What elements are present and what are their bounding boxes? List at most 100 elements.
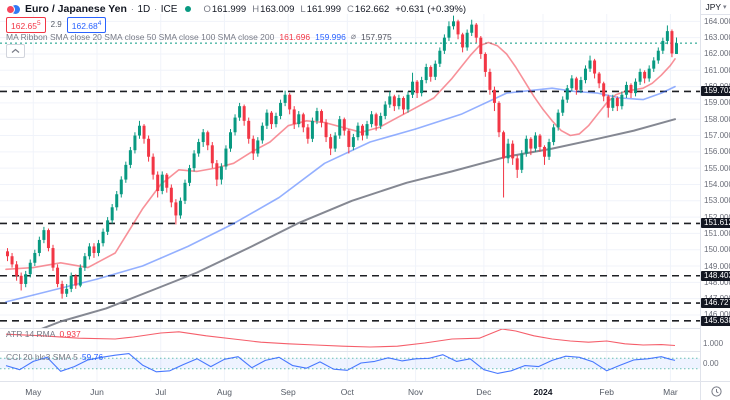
timeframe-label[interactable]: 1D (137, 3, 151, 15)
atr-value: 0.937 (59, 329, 81, 339)
candle-body (51, 248, 55, 268)
candle-body (247, 120, 251, 139)
chevron-up-icon (11, 48, 20, 53)
pane-separator-atr[interactable] (0, 328, 730, 329)
time-tick-label: Feb (599, 387, 615, 397)
ma-ribbon-legend[interactable]: MA Ribbon SMA close 20 SMA close 50 SMA … (6, 31, 392, 42)
time-axis-settings[interactable] (700, 381, 730, 400)
candle-body (183, 182, 187, 201)
price-level-label: 159.702 (701, 86, 730, 97)
candle-body (101, 231, 105, 244)
candle-body (597, 73, 601, 84)
candle-body (292, 109, 296, 125)
sma200-line (41, 118, 676, 328)
candle-body (288, 94, 292, 110)
candle-body (37, 239, 41, 253)
separator-dot: ∙ (154, 4, 157, 14)
price-tick-label: 153.000 (704, 196, 730, 206)
candle-body (565, 88, 569, 100)
main-chart[interactable] (0, 0, 700, 400)
time-tick-label: May (25, 387, 42, 397)
candle-body (647, 68, 651, 79)
high-value: 163.009 (260, 3, 295, 15)
candle-body (46, 230, 50, 249)
candle-body (133, 135, 137, 151)
candle-body (279, 102, 283, 116)
candle-body (115, 194, 119, 208)
candle-body (583, 68, 587, 81)
atr-label: ATR 14 RMA (6, 329, 56, 339)
price-level-label: 145.638 (701, 315, 730, 326)
candle-body (201, 132, 205, 143)
candle-body (206, 132, 210, 146)
open-value: 161.999 (211, 3, 247, 15)
candle-body (624, 84, 628, 95)
atr-pane-legend[interactable]: ATR 14 RMA 0.937 (6, 329, 81, 339)
candle-body (570, 78, 574, 89)
candle-body (315, 111, 319, 121)
candle-body (87, 246, 91, 257)
candle-body (620, 94, 624, 107)
time-axis[interactable]: May Jun Jul Aug Sep Oct Nov Dec 2024 Feb Mar (0, 381, 700, 400)
candle-body (524, 138, 528, 154)
price-tick-label: 161.000 (704, 65, 730, 75)
candle-body (169, 187, 173, 203)
candle-body (388, 96, 392, 105)
candle-body (602, 83, 606, 97)
candle-body (451, 21, 455, 27)
candle-body (306, 127, 310, 139)
candle-body (128, 150, 132, 165)
separator-dot: ∙ (130, 4, 134, 14)
exchange-label[interactable]: ICE (160, 3, 178, 15)
price-axis-currency-selector[interactable]: JPY ▾ (701, 0, 730, 15)
candle-body (360, 125, 364, 136)
cci-pane-legend[interactable]: CCI 20 hlc3 SMA 5 59.76 (6, 352, 103, 362)
collapse-indicators-button[interactable] (6, 44, 25, 58)
candle-body (33, 252, 37, 263)
time-tick-label: 2024 (533, 387, 553, 397)
price-tick-label: 155.000 (704, 163, 730, 173)
candle-body (611, 98, 615, 108)
candle-body (106, 220, 110, 232)
candle-body (256, 140, 260, 154)
candle-body (320, 111, 324, 123)
candle-body (238, 106, 242, 118)
close-value: 162.662 (354, 3, 390, 15)
buy-button[interactable]: 162.684 (66, 17, 107, 33)
candle-body (160, 174, 164, 191)
candle-body (502, 132, 506, 159)
candle-body (147, 138, 151, 157)
sma20-value: 161.696 (279, 31, 311, 42)
symbol-name[interactable]: Euro / Japanese Yen (25, 3, 127, 15)
candle-body (483, 53, 487, 72)
candle-body (251, 138, 255, 154)
sell-button[interactable]: 162.655 (6, 17, 46, 33)
candle-body (6, 251, 9, 257)
time-tick-label: Oct (340, 387, 354, 397)
candle-body (574, 78, 578, 90)
candle-body (556, 112, 560, 128)
candle-body (351, 137, 355, 147)
sma200-value: 157.975 (360, 31, 392, 42)
symbol-header: Euro / Japanese Yen ∙ 1D ∙ ICE O161.999 … (6, 3, 466, 15)
cci-axis-label: 0.00 (703, 359, 719, 368)
candle-body (333, 135, 337, 149)
candle-body (533, 135, 537, 149)
candle-body (338, 119, 342, 136)
candle-body (228, 132, 232, 149)
candle-body (383, 104, 387, 116)
ohlc-readout: O161.999 H163.009 L161.999 C162.662 +0.6… (203, 3, 467, 15)
price-level-label: 148.403 (701, 270, 730, 281)
price-axis[interactable]: JPY ▾ 146.000147.000148.000149.000150.00… (700, 0, 730, 381)
candle-body (593, 60, 597, 74)
candle-body (588, 60, 592, 69)
time-tick-label: Aug (216, 387, 232, 397)
candle-body (652, 60, 656, 69)
candle-body (219, 166, 223, 180)
candle-body (65, 288, 69, 294)
candle-body (92, 246, 96, 253)
candle-body (24, 274, 28, 284)
candle-body (274, 115, 278, 125)
candle-body (224, 148, 228, 167)
pane-separator-cci[interactable] (0, 351, 730, 352)
